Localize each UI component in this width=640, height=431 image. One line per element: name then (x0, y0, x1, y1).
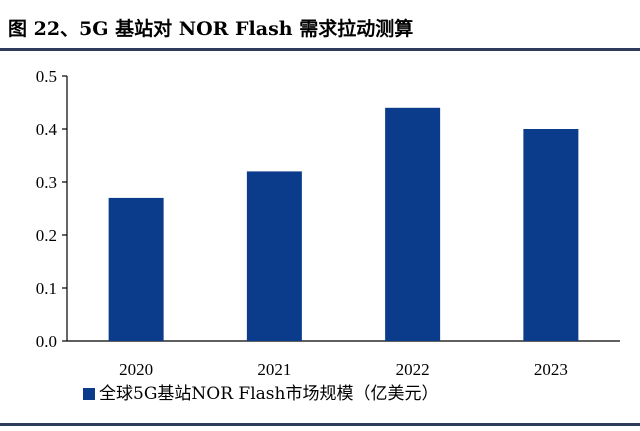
chart-title: 图 22、5G 基站对 NOR Flash 需求拉动测算 (8, 18, 414, 40)
bottom-divider (0, 423, 640, 426)
y-tick-label: 0.2 (36, 226, 57, 245)
x-tick-label: 2023 (534, 360, 568, 379)
x-tick-label: 2021 (257, 360, 291, 379)
x-tick-label: 2022 (396, 360, 430, 379)
bar-2022 (385, 107, 441, 341)
x-tick-label: 2020 (119, 360, 153, 379)
bar-2021 (246, 171, 302, 341)
top-divider (0, 48, 640, 51)
y-tick-label: 0.0 (36, 332, 57, 351)
legend-swatch (83, 388, 95, 400)
y-tick-label: 0.1 (36, 279, 57, 298)
bar-2020 (108, 197, 164, 341)
bar-2023 (523, 129, 579, 341)
y-tick-label: 0.3 (36, 173, 57, 192)
legend-label: 全球5G基站NOR Flash市场规模（亿美元） (99, 384, 438, 404)
y-tick-label: 0.4 (36, 120, 58, 139)
y-tick-label: 0.5 (36, 67, 57, 86)
